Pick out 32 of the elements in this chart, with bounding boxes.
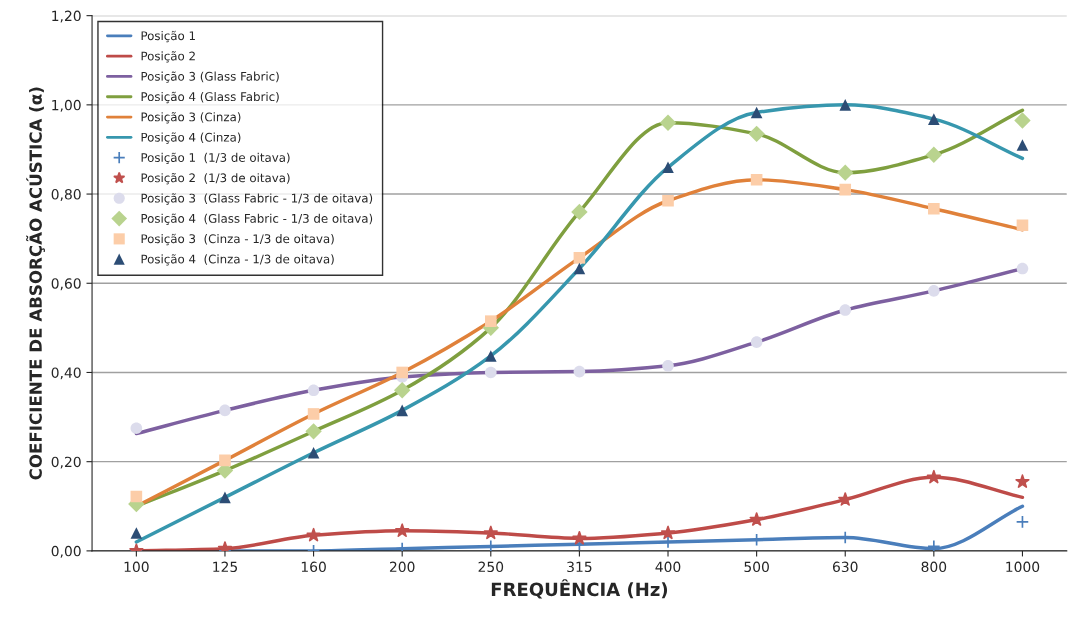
legend-label: Posição 4 (Glass Fabric - 1/3 de oitava) bbox=[141, 213, 373, 225]
x-tick-label: 100 bbox=[124, 561, 149, 573]
x-tick-label: 250 bbox=[478, 561, 504, 573]
legend-label: Posição 3 (Glass Fabric - 1/3 de oitava) bbox=[141, 193, 373, 205]
x-tick-label: 160 bbox=[301, 561, 326, 573]
legend-label: Posição 4 (Cinza - 1/3 de oitava) bbox=[141, 254, 334, 266]
y-tick-label: 0,00 bbox=[51, 545, 81, 558]
x-tick-label: 315 bbox=[567, 561, 592, 573]
legend-label: Posição 3 (Glass Fabric) bbox=[141, 71, 279, 83]
legend-label: Posição 4 (Cinza) bbox=[141, 132, 241, 144]
x-axis-title: FREQUÊNCIA (Hz) bbox=[491, 579, 668, 599]
legend-label: Posição 2 bbox=[141, 51, 195, 63]
y-tick-label: 1,20 bbox=[52, 10, 81, 23]
legend-label: Posição 1 bbox=[141, 30, 195, 43]
legend-label: Posição 3 (Cinza - 1/3 de oitava) bbox=[141, 233, 334, 246]
y-tick-label: 0,80 bbox=[51, 189, 81, 201]
legend-label: Posição 3 (Cinza) bbox=[141, 112, 241, 124]
legend-label: Posição 1 (1/3 de oitava) bbox=[141, 152, 290, 165]
x-tick-label: 800 bbox=[921, 561, 947, 573]
x-tick-label: 1000 bbox=[1006, 561, 1040, 573]
x-tick-label: 500 bbox=[744, 561, 769, 573]
x-tick-label: 200 bbox=[389, 561, 415, 573]
y-axis-title: COEFICIENTE DE ABSORÇÃO ACÚSTICA (α) bbox=[26, 87, 45, 480]
y-tick-label: 1,00 bbox=[52, 99, 81, 112]
legend-label: Posição 4 (Glass Fabric) bbox=[141, 91, 279, 104]
x-tick-label: 630 bbox=[832, 561, 858, 573]
x-tick-label: 400 bbox=[655, 561, 681, 573]
y-tick-label: 0,40 bbox=[51, 367, 81, 380]
y-tick-label: 0,60 bbox=[51, 278, 81, 291]
legend-label: Posição 2 (1/3 de oitava) bbox=[141, 172, 290, 185]
x-tick-label: 125 bbox=[213, 561, 238, 573]
y-tick-label: 0,20 bbox=[51, 456, 81, 469]
